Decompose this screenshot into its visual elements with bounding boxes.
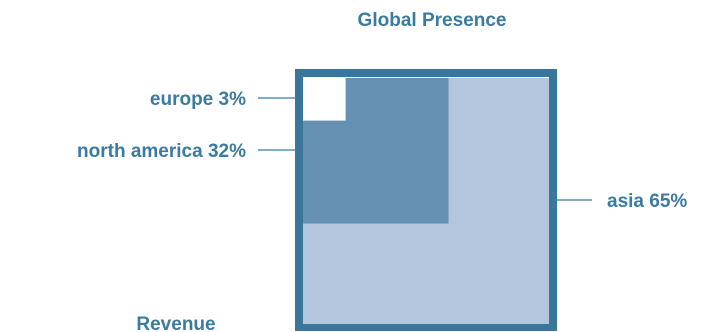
area-europe (303, 78, 346, 121)
data-label-europe: europe 3% (150, 89, 246, 110)
chart-subtitle: Revenue (136, 314, 215, 332)
chart-title: Global Presence (358, 10, 507, 31)
data-label-asia: asia 65% (607, 191, 687, 212)
data-label-north-america: north america 32% (77, 141, 246, 162)
